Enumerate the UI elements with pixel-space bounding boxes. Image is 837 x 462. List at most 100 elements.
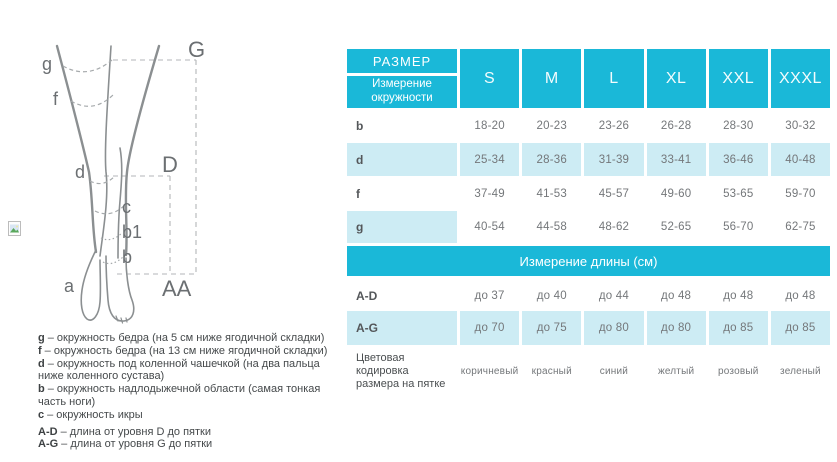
heel-color-cell: красный [531, 365, 572, 377]
table-cell: до 80 [584, 311, 644, 345]
table-cell: до 80 [646, 311, 706, 345]
table-cell: 36-46 [708, 143, 768, 176]
table-cell: 62-75 [785, 221, 816, 233]
legend-description: – длина от уровня G до пятки [61, 438, 213, 451]
diagram-label-G: G [188, 37, 205, 62]
size-header-XL: XL [646, 49, 706, 108]
legend-term: c [38, 408, 45, 421]
legend-term: d [38, 357, 45, 370]
table-cell: 59-70 [785, 187, 816, 200]
table-cell: до 40 [536, 290, 567, 302]
table-cell: до 44 [598, 290, 629, 302]
left-leg-outer-contour [55, 44, 98, 254]
size-header-title: РАЗМЕР [347, 49, 457, 73]
diagram-label-AA: AA [162, 276, 192, 301]
legend-item-A-G: A-G – длина от уровня G до пятки [38, 438, 336, 451]
size-header-XXXL: XXXL [770, 49, 831, 108]
table-cell: 56-70 [723, 221, 754, 233]
diagram-label-b1: b1 [122, 222, 142, 242]
legend-description: – длина от уровня D до пятки [60, 425, 211, 438]
table-cell: 53-65 [723, 187, 754, 200]
legend-description: – окружность бедра (на 5 см ниже ягодичн… [47, 332, 325, 344]
heel-color-cell: зеленый [780, 365, 821, 377]
table-row-A-G: A-G до 70 до 75 до 80 до 80 до 85 до 85 [347, 311, 831, 345]
broken-image-icon [8, 221, 21, 236]
length-measurement-banner: Измерение длины (см) [347, 246, 830, 276]
heel-color-cell: розовый [718, 365, 759, 377]
diagram-label-f: f [53, 89, 59, 109]
table-cell: 28-30 [723, 119, 754, 132]
heel-color-cell: синий [599, 365, 629, 377]
table-cell: 40-48 [770, 143, 831, 176]
arc-b [102, 255, 125, 265]
table-row-d: d 25-34 28-36 31-39 33-41 36-46 40-48 [347, 143, 831, 176]
legend-term: b [38, 383, 45, 396]
table-cell: 45-57 [598, 187, 630, 200]
table-cell: 44-58 [536, 221, 567, 233]
table-cell: до 85 [770, 311, 831, 345]
table-cell: 26-28 [660, 119, 692, 132]
row-label-d: d [347, 143, 457, 176]
table-cell: до 70 [460, 311, 520, 345]
legend-description: – окружность бедра (на 13 см ниже ягодич… [44, 344, 328, 357]
table-cell: 41-53 [536, 187, 567, 200]
table-cell: 52-65 [660, 221, 692, 233]
size-header-S: S [460, 49, 520, 108]
table-cell: до 85 [708, 311, 768, 345]
size-header-M: M [522, 49, 582, 108]
table-cell: до 37 [474, 290, 505, 302]
heel-color-cell: желтый [657, 365, 695, 377]
legend-term: f [38, 344, 42, 357]
row-label-g: g [347, 211, 457, 243]
table-cell: 33-41 [646, 143, 706, 176]
right-foot-contour [105, 255, 135, 322]
table-cell: до 48 [723, 290, 754, 302]
table-cell: 20-23 [536, 119, 567, 132]
table-cell: 25-34 [460, 143, 520, 176]
row-label-f: f [356, 186, 360, 201]
diagram-label-d: d [75, 162, 85, 182]
legend-item-f: f – окружность бедра (на 13 см ниже ягоди… [38, 345, 336, 358]
header-label-column: РАЗМЕР Измерение окружности [347, 49, 457, 108]
table-cell: до 75 [522, 311, 582, 345]
table-header: РАЗМЕР Измерение окружности S M L XL XXL XXXL [347, 49, 831, 108]
table-cell: 31-39 [584, 143, 644, 176]
table-row-A-D: A-D до 37 до 40 до 44 до 48 до 48 до 48 [347, 281, 830, 311]
legend-item-c: c – окружность икры [38, 409, 336, 422]
arc-d [89, 175, 116, 185]
size-header-XXL: XXL [708, 49, 768, 108]
right-leg-outer-contour [124, 44, 161, 257]
size-table: РАЗМЕР Измерение окружности S M L XL XXL XXXL… [347, 49, 831, 397]
table-row-color-coding: Цветовая кодировка размера на пятке кори… [347, 345, 830, 397]
measurement-legend: g – окружность бедра (на 5 см ниже ягодич… [38, 332, 336, 451]
diagram-label-b: b [122, 247, 132, 267]
row-label-b: b [356, 118, 364, 133]
legend-item-g: g – окружность бедра (на 5 см ниже ягодич… [38, 332, 336, 345]
diagram-label-D: D [162, 152, 178, 177]
table-cell: до 48 [785, 290, 816, 302]
leg-diagram: g f d c b1 b a G D AA [42, 37, 205, 324]
circumference-header-title: Измерение окружности [347, 76, 457, 108]
arc-g [62, 59, 113, 73]
left-leg-inner-contour [99, 45, 112, 257]
legend-description: – окружность надлодыжечной области (сама… [38, 383, 321, 408]
table-row-b: b 18-20 20-23 23-26 26-28 28-30 30-32 [347, 108, 830, 143]
table-cell: 48-62 [598, 221, 630, 233]
row-label-A-D: A-D [356, 289, 378, 303]
toe-marks [115, 315, 128, 324]
diagram-label-c: c [122, 197, 131, 217]
table-cell: 30-32 [785, 119, 816, 132]
legend-item-A-D: A-D – длина от уровня D до пятки [38, 426, 336, 439]
table-cell: до 48 [661, 290, 692, 302]
legend-term: A-G [38, 438, 59, 451]
table-cell: 18-20 [474, 119, 505, 132]
table-cell: 23-26 [598, 119, 630, 132]
arc-b1 [100, 232, 123, 241]
table-row-g: g 40-54 44-58 48-62 52-65 56-70 62-75 [347, 211, 830, 243]
legend-description: – окружность под коленной чашечкой (на д… [38, 357, 320, 383]
legend-term: A-D [38, 425, 58, 438]
legend-item-b: b – окружность надлодыжечной области (сам… [38, 383, 336, 409]
right-leg-inner-contour [117, 147, 123, 259]
arc-c [94, 203, 127, 215]
